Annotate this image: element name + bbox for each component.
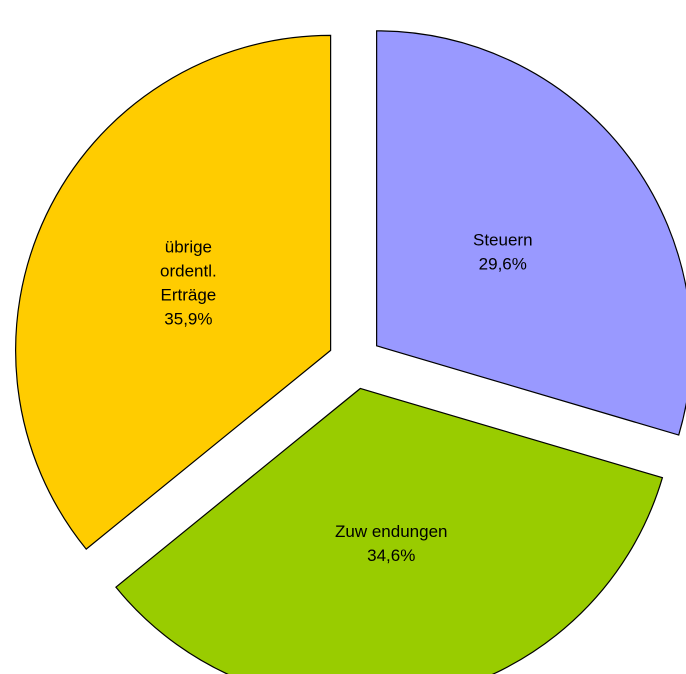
pie-slice-value-0: 29,6% bbox=[479, 255, 527, 274]
pie-slice-label-2: übrige ordentl. Erträge 35,9% bbox=[160, 238, 217, 329]
pie-slice-0 bbox=[376, 30, 686, 436]
pie-slice-1 bbox=[115, 387, 664, 674]
pie-slice-2 bbox=[15, 34, 332, 550]
pie-slice-name-2: ordentl. bbox=[160, 262, 217, 281]
pie-slice-name-1: Zuw endungen bbox=[335, 522, 447, 541]
pie-slice-name-2: übrige bbox=[165, 238, 212, 257]
pie-slice-label-0: Steuern 29,6% bbox=[473, 231, 533, 274]
pie-slice-label-1: Zuw endungen 34,6% bbox=[335, 522, 447, 565]
pie-slice-name-0: Steuern bbox=[473, 231, 533, 250]
pie-slice-value-1: 34,6% bbox=[367, 546, 415, 565]
pie-slice-value-2: 35,9% bbox=[164, 310, 212, 329]
pie-slice-name-2: Erträge bbox=[161, 286, 217, 305]
